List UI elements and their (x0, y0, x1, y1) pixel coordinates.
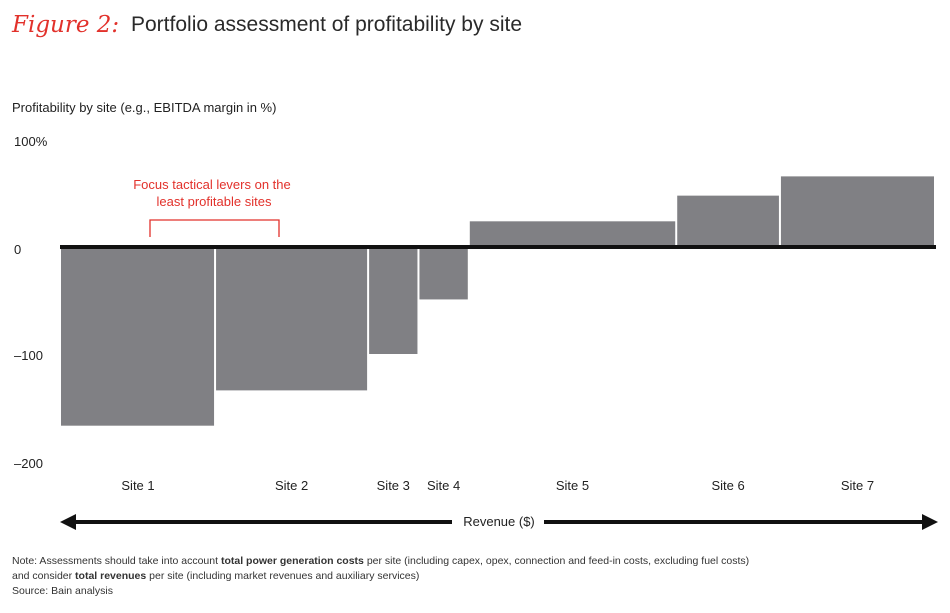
x-tick-label: Site 2 (275, 478, 308, 493)
y-axis-title: Profitability by site (e.g., EBITDA marg… (12, 100, 277, 115)
annotation-bracket (149, 219, 280, 237)
note-emphasis: total revenues (75, 570, 147, 582)
x-tick-label: Site 3 (377, 478, 410, 493)
note-emphasis: total power generation costs (220, 555, 364, 567)
y-tick-label: 100% (14, 134, 48, 149)
bar-site-5 (469, 221, 676, 247)
y-tick-label: –100 (14, 348, 43, 363)
bar-site-7 (780, 176, 934, 247)
figure-label: Figure 2: (12, 12, 120, 38)
y-tick-label: 0 (14, 242, 22, 257)
figure-title: Portfolio assessment of profitability by… (131, 13, 523, 36)
x-labels-group: Site 1 Site 2 Site 3 Site 4 Site 5 Site 6 Site… (121, 478, 874, 493)
annotation-line-2: least profitable sites (157, 194, 272, 209)
arrow-left-head (60, 514, 76, 530)
note-line-2: and consider total revenues per site (in… (12, 570, 419, 582)
bar-site-6 (677, 195, 779, 247)
bar-site-3 (369, 247, 418, 354)
bar-site-4 (419, 247, 468, 300)
x-axis-title: Revenue ($) (463, 514, 535, 529)
bars-group (61, 176, 934, 426)
source-note: Source: Bain analysis (12, 585, 113, 597)
annotation-line-1: Focus tactical levers on the (133, 177, 291, 192)
note-line-1: Note: Assessments should take into accou… (12, 555, 749, 567)
x-tick-label: Site 1 (121, 478, 154, 493)
bar-site-2 (216, 247, 368, 391)
profitability-chart: Site 1 Site 2 Site 3 Site 4 Site 5 Site 6 Site… (60, 176, 938, 530)
bar-site-1 (61, 247, 215, 426)
note-text: per site (including capex, opex, connect… (363, 555, 750, 567)
x-tick-label: Site 7 (841, 478, 874, 493)
note-text: per site (including market revenues and … (146, 570, 420, 582)
note-text: and consider (12, 570, 76, 582)
x-tick-label: Site 4 (427, 478, 460, 493)
x-tick-label: Site 6 (711, 478, 744, 493)
arrow-right-head (922, 514, 938, 530)
y-tick-label: –200 (14, 456, 43, 471)
x-tick-label: Site 5 (556, 478, 589, 493)
note-text: Note: Assessments should take into accou… (12, 555, 221, 567)
